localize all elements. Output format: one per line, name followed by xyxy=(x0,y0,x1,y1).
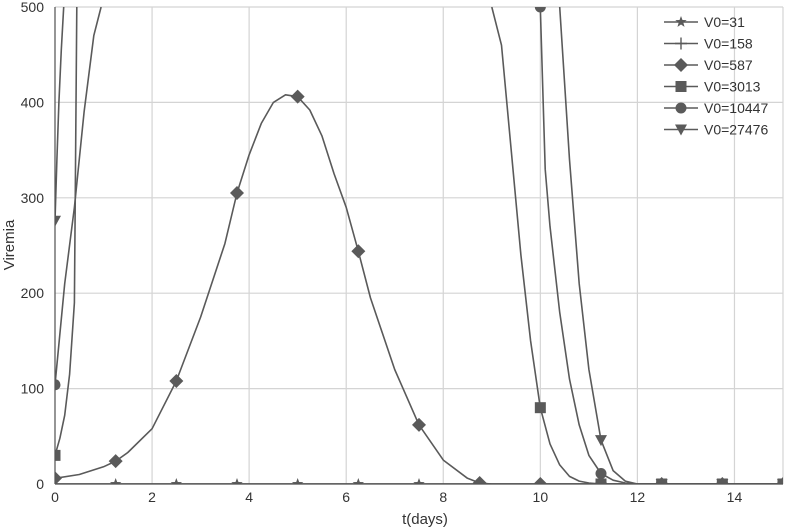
data-point-v0-3013 xyxy=(595,478,607,484)
data-point-v0-3013 xyxy=(534,402,546,414)
x-tick-label: 4 xyxy=(245,489,253,505)
data-point-v0-587 xyxy=(55,471,62,484)
y-tick-label: 0 xyxy=(36,476,44,492)
series-line-v0-3013 xyxy=(55,7,78,456)
legend: V0=31 V0=158 V0=587 V0=3013 V0=10447 V0=27476 xyxy=(664,14,768,138)
legend-item-v0-587: V0=587 xyxy=(664,57,753,73)
data-point-v0-31 xyxy=(231,478,243,484)
y-axis-label: Viremia xyxy=(1,219,18,270)
legend-item-v0-3013: V0=3013 xyxy=(664,79,761,95)
legend-marker xyxy=(674,58,688,72)
grid xyxy=(54,6,784,485)
legend-marker xyxy=(675,124,687,136)
data-point-v0-27476 xyxy=(777,479,783,484)
legend-label: V0=31 xyxy=(704,14,745,30)
series-v0-27476 xyxy=(55,7,783,484)
y-tick-label: 200 xyxy=(21,285,45,301)
x-axis-label: t(days) xyxy=(402,511,448,528)
legend-marker xyxy=(675,81,687,92)
x-tick-label: 10 xyxy=(533,489,549,505)
x-tick-label: 14 xyxy=(727,489,743,505)
legend-label: V0=27476 xyxy=(704,122,768,138)
data-point-v0-10447 xyxy=(534,7,546,13)
data-point-v0-587 xyxy=(351,244,366,259)
legend-marker xyxy=(675,16,687,27)
data-point-v0-31 xyxy=(109,478,122,484)
series-line-v0-10447 xyxy=(539,7,783,484)
data-point-v0-587 xyxy=(472,476,487,484)
data-point-v0-31 xyxy=(170,478,183,484)
series-line-v0-3013 xyxy=(491,7,783,484)
legend-label: V0=3013 xyxy=(704,79,761,95)
data-point-v0-27476 xyxy=(655,479,668,484)
data-point-v0-587 xyxy=(412,417,426,432)
data-point-v0-31 xyxy=(352,478,365,484)
data-point-v0-587 xyxy=(533,477,548,484)
legend-label: V0=587 xyxy=(704,57,753,73)
axes: 0 2 4 6 8 10 12 14 0 100 200 300 400 500 xyxy=(21,0,783,505)
y-tick-label: 100 xyxy=(21,381,45,397)
legend-label: V0=10447 xyxy=(704,100,768,116)
x-tick-label: 2 xyxy=(148,489,156,505)
series-line-v0-27476 xyxy=(55,7,65,221)
legend-label: V0=158 xyxy=(704,36,753,52)
data-point-v0-27476 xyxy=(55,215,61,227)
series-v0-31 xyxy=(55,478,783,484)
x-tick-label: 0 xyxy=(51,489,59,505)
legend-item-v0-31: V0=31 xyxy=(664,14,745,30)
y-tick-label: 500 xyxy=(21,0,45,15)
data-point-v0-10447 xyxy=(595,468,607,480)
data-point-v0-3013 xyxy=(55,449,61,461)
y-tick-label: 400 xyxy=(21,94,45,110)
x-tick-label: 6 xyxy=(342,489,350,505)
legend-item-v0-158: V0=158 xyxy=(664,36,753,52)
data-point-v0-27476 xyxy=(716,479,729,484)
data-point-v0-587 xyxy=(230,186,244,201)
data-point-v0-587 xyxy=(169,373,184,388)
data-point-v0-10447 xyxy=(55,379,61,391)
y-tick-label: 300 xyxy=(21,190,45,206)
legend-marker xyxy=(675,37,687,50)
data-point-v0-31 xyxy=(291,478,304,484)
data-point-v0-27476 xyxy=(595,435,607,447)
series-line-v0-10447 xyxy=(55,7,102,385)
data-point-v0-587 xyxy=(290,89,305,104)
x-tick-label: 8 xyxy=(439,489,447,505)
data-point-v0-587 xyxy=(108,454,123,469)
x-tick-label: 12 xyxy=(630,489,646,505)
legend-marker xyxy=(675,102,687,114)
series-line-v0-27476 xyxy=(558,7,783,484)
legend-item-v0-27476: V0=27476 xyxy=(664,122,768,138)
legend-item-v0-10447: V0=10447 xyxy=(664,100,768,116)
data-point-v0-31 xyxy=(413,478,425,484)
